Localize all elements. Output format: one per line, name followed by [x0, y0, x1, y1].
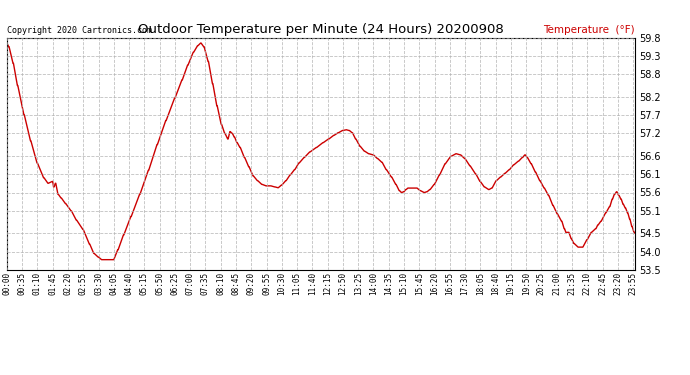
Text: Temperature  (°F): Temperature (°F) — [543, 25, 635, 35]
Title: Outdoor Temperature per Minute (24 Hours) 20200908: Outdoor Temperature per Minute (24 Hours… — [138, 23, 504, 36]
Text: Copyright 2020 Cartronics.com: Copyright 2020 Cartronics.com — [7, 26, 152, 35]
